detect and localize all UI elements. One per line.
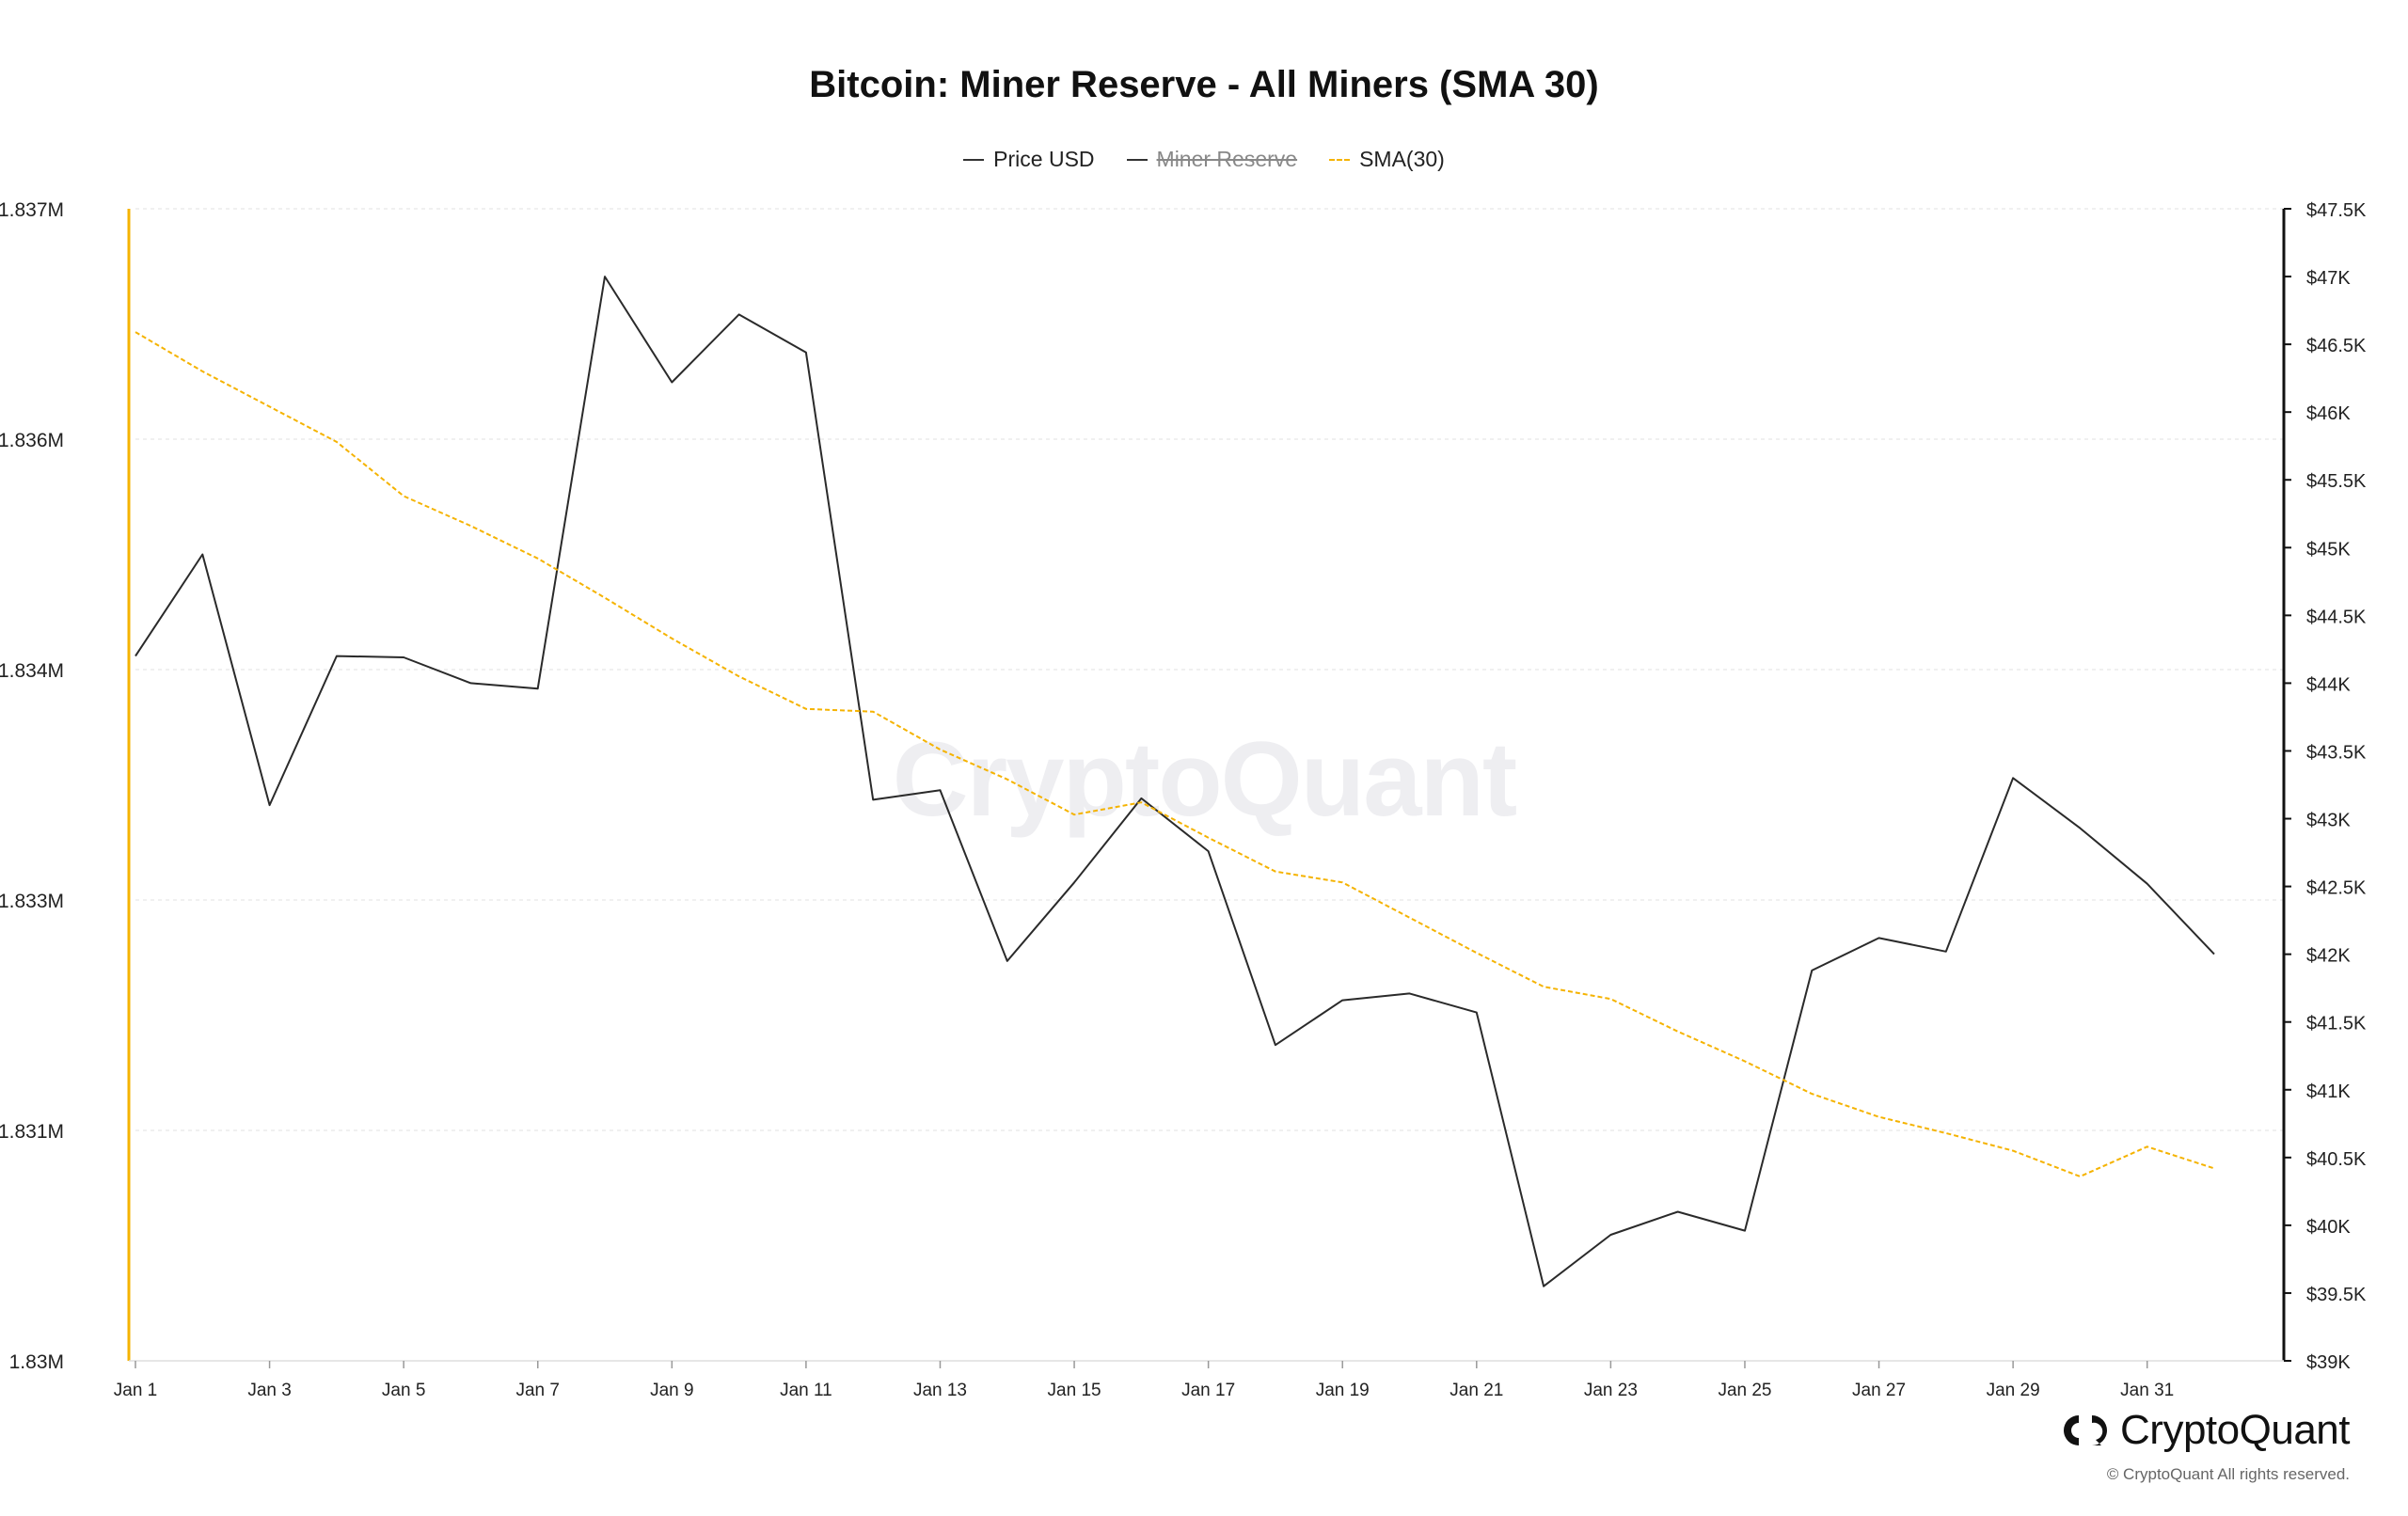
y-left-tick-label: 1.834M — [0, 660, 64, 682]
legend-label-sma30: SMA(30) — [1359, 147, 1445, 171]
y-left-tick-label: 1.83M — [9, 1351, 64, 1373]
x-tick-label: Jan 29 — [1987, 1381, 2040, 1400]
y-right-tick-label: $39.5K — [2306, 1285, 2367, 1305]
y-right-tick-label: $47.5K — [2306, 200, 2367, 221]
x-tick-label: Jan 3 — [247, 1381, 291, 1400]
x-tick-label: Jan 7 — [515, 1381, 559, 1400]
y-right-tick-label: $43K — [2306, 811, 2351, 831]
legend-swatch-miner-reserve — [1126, 158, 1148, 161]
x-tick-label: Jan 27 — [1852, 1381, 1906, 1400]
y-right-tick-label: $41.5K — [2306, 1014, 2367, 1034]
x-tick-label: Jan 31 — [2120, 1381, 2174, 1400]
y-right-tick-label: $42K — [2306, 946, 2351, 967]
legend-item-sma30[interactable]: SMA(30) — [1329, 147, 1445, 172]
y-right-tick-label: $41K — [2306, 1082, 2351, 1102]
brand-logo: CryptoQuant — [2060, 1407, 2350, 1454]
x-tick-label: Jan 23 — [1584, 1381, 1638, 1400]
y-left-tick-label: 1.836M — [0, 430, 64, 451]
y-right-tick-label: $42.5K — [2306, 878, 2367, 899]
legend-label-miner-reserve: Miner Reserve — [1156, 147, 1298, 171]
y-right-tick-label: $43.5K — [2306, 742, 2367, 763]
y-right-tick-label: $47K — [2306, 268, 2351, 289]
x-tick-label: Jan 13 — [913, 1381, 967, 1400]
y-right-tick-label: $46.5K — [2306, 336, 2367, 356]
x-tick-label: Jan 15 — [1048, 1381, 1101, 1400]
x-tick-label: Jan 9 — [650, 1381, 693, 1400]
series-line-sma30 — [135, 331, 2215, 1177]
legend-item-miner-reserve[interactable]: Miner Reserve — [1126, 147, 1298, 172]
y-right-tick-label: $40.5K — [2306, 1149, 2367, 1170]
x-tick-label: Jan 19 — [1316, 1381, 1370, 1400]
legend-swatch-price-usd — [963, 158, 985, 161]
y-right-tick-label: $45.5K — [2306, 471, 2367, 492]
y-right-tick-label: $46K — [2306, 403, 2351, 424]
legend: Price USD Miner Reserve SMA(30) — [0, 147, 2408, 172]
x-tick-label: Jan 25 — [1718, 1381, 1771, 1400]
brand-name: CryptoQuant — [2120, 1407, 2350, 1453]
y-right-tick-label: $45K — [2306, 539, 2351, 560]
y-right-tick-label: $44.5K — [2306, 607, 2367, 627]
x-tick-label: Jan 21 — [1450, 1381, 1503, 1400]
legend-label-price-usd: Price USD — [993, 147, 1095, 171]
y-left-tick-label: 1.831M — [0, 1121, 64, 1143]
y-left-tick-label: 1.833M — [0, 891, 64, 912]
y-right-tick-label: $39K — [2306, 1352, 2351, 1373]
y-right-tick-label: $40K — [2306, 1217, 2351, 1238]
x-tick-label: Jan 5 — [382, 1381, 425, 1400]
watermark: CryptoQuant — [892, 720, 1517, 838]
chart-title: Bitcoin: Miner Reserve - All Miners (SMA… — [809, 64, 1599, 105]
x-tick-label: Jan 17 — [1181, 1381, 1235, 1400]
cryptoquant-logo-icon — [2064, 1415, 2108, 1445]
y-right-tick-label: $44K — [2306, 674, 2351, 695]
legend-item-price-usd[interactable]: Price USD — [963, 147, 1095, 172]
x-tick-label: Jan 1 — [114, 1381, 157, 1400]
x-tick-label: Jan 11 — [780, 1381, 832, 1400]
legend-swatch-sma30 — [1329, 158, 1351, 161]
series-line-price-usd — [135, 276, 2215, 1287]
y-left-tick-label: 1.837M — [0, 199, 64, 221]
copyright-text: © CryptoQuant All rights reserved. — [2106, 1465, 2350, 1483]
